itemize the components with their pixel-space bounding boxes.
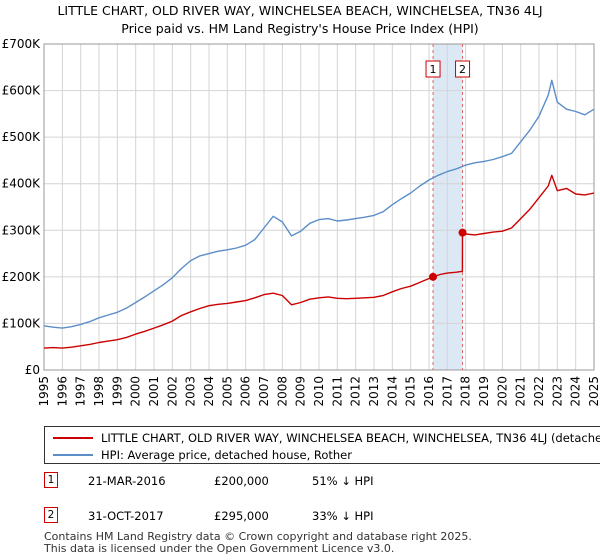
- x-tick-label: 2022: [532, 376, 546, 407]
- legend-label-property: LITTLE CHART, OLD RIVER WAY, WINCHELSEA …: [101, 431, 600, 445]
- x-tick-label: 2005: [220, 376, 234, 407]
- y-tick-label: £100K: [2, 316, 42, 330]
- x-tick-label: 1996: [55, 376, 69, 407]
- property-price-line: [43, 174, 595, 349]
- legend-swatch-hpi: [53, 454, 93, 456]
- x-tick-label: 2011: [330, 376, 344, 407]
- sale-hpi-diff: 51% ↓ HPI: [312, 474, 374, 488]
- sale-price: £295,000: [214, 509, 269, 523]
- x-tick-label: 2001: [147, 376, 161, 407]
- chart-legend: LITTLE CHART, OLD RIVER WAY, WINCHELSEA …: [44, 426, 600, 464]
- x-tick-label: 2008: [275, 376, 289, 407]
- y-tick-label: £0: [25, 363, 40, 377]
- sale-row: 2 31-OCT-2017 £295,000 33% ↓ HPI: [0, 505, 600, 527]
- x-tick-label: 2006: [239, 376, 253, 407]
- y-tick-label: £200K: [2, 270, 42, 284]
- sale-marker-box: [455, 60, 471, 78]
- x-tick-label: 2003: [184, 376, 198, 407]
- hpi-line: [43, 79, 595, 329]
- sale-marker-label: 2: [459, 63, 466, 76]
- x-tick-label: 2014: [385, 376, 399, 407]
- y-tick-label: £400K: [2, 177, 42, 191]
- x-tick-label: 2009: [294, 376, 308, 407]
- legend-item-hpi: HPI: Average price, detached house, Roth…: [53, 447, 352, 463]
- x-tick-label: 2020: [495, 376, 509, 407]
- legend-label-hpi: HPI: Average price, detached house, Roth…: [101, 448, 352, 462]
- sale-point: [429, 272, 438, 281]
- sale-price: £200,000: [214, 474, 269, 488]
- x-tick-label: 2007: [257, 376, 271, 407]
- x-tick-label: 2021: [514, 376, 528, 407]
- y-tick-label: £300K: [2, 223, 42, 237]
- footer-line2: This data is licensed under the Open Gov…: [44, 542, 395, 555]
- chart-title: LITTLE CHART, OLD RIVER WAY, WINCHELSEA …: [0, 2, 600, 38]
- footer-notice: Contains HM Land Registry data © Crown c…: [44, 531, 472, 555]
- x-tick-label: 1997: [74, 376, 88, 407]
- legend-swatch-property: [53, 437, 93, 439]
- x-tick-label: 2002: [165, 376, 179, 407]
- sale-marker-box: [425, 60, 441, 78]
- x-tick-label: 2015: [404, 376, 418, 407]
- x-tick-label: 2004: [202, 376, 216, 407]
- sale-marker-label: 1: [430, 63, 437, 76]
- x-tick-label: 1999: [110, 376, 124, 407]
- sale-row: 1 21-MAR-2016 £200,000 51% ↓ HPI: [0, 470, 600, 492]
- legend-item-property: LITTLE CHART, OLD RIVER WAY, WINCHELSEA …: [53, 430, 600, 446]
- x-tick-label: 1995: [37, 376, 51, 407]
- sale-hpi-diff: 33% ↓ HPI: [312, 509, 374, 523]
- x-tick-label: 2019: [477, 376, 491, 407]
- x-tick-label: 2018: [459, 376, 473, 407]
- chart-title-line2: Price paid vs. HM Land Registry's House …: [121, 21, 479, 36]
- chart-title-line1: LITTLE CHART, OLD RIVER WAY, WINCHELSEA …: [57, 3, 543, 18]
- y-tick-label: £600K: [2, 84, 42, 98]
- x-tick-label: 2016: [422, 376, 436, 407]
- sale-point: [458, 228, 467, 237]
- price-chart: £0 £100K £200K £300K £400K £500K £600K £700K 199…: [2, 37, 600, 407]
- y-tick-label: £700K: [2, 37, 42, 51]
- footer-line1: Contains HM Land Registry data © Crown c…: [44, 530, 472, 543]
- x-tick-label: 2024: [569, 376, 583, 407]
- x-tick-label: 2013: [367, 376, 381, 407]
- y-tick-label: £500K: [2, 130, 42, 144]
- x-tick-label: 2025: [587, 376, 600, 407]
- x-tick-label: 2010: [312, 376, 326, 407]
- x-tick-label: 2000: [129, 376, 143, 407]
- x-tick-label: 2023: [550, 376, 564, 407]
- x-tick-label: 2017: [440, 376, 454, 407]
- sale-badge: 1: [44, 472, 58, 488]
- x-tick-label: 1998: [92, 376, 106, 407]
- sale-date: 21-MAR-2016: [88, 474, 166, 488]
- sale-date: 31-OCT-2017: [88, 509, 164, 523]
- plot-border: [43, 43, 595, 371]
- x-tick-label: 2012: [349, 376, 363, 407]
- sale-badge: 2: [44, 507, 58, 523]
